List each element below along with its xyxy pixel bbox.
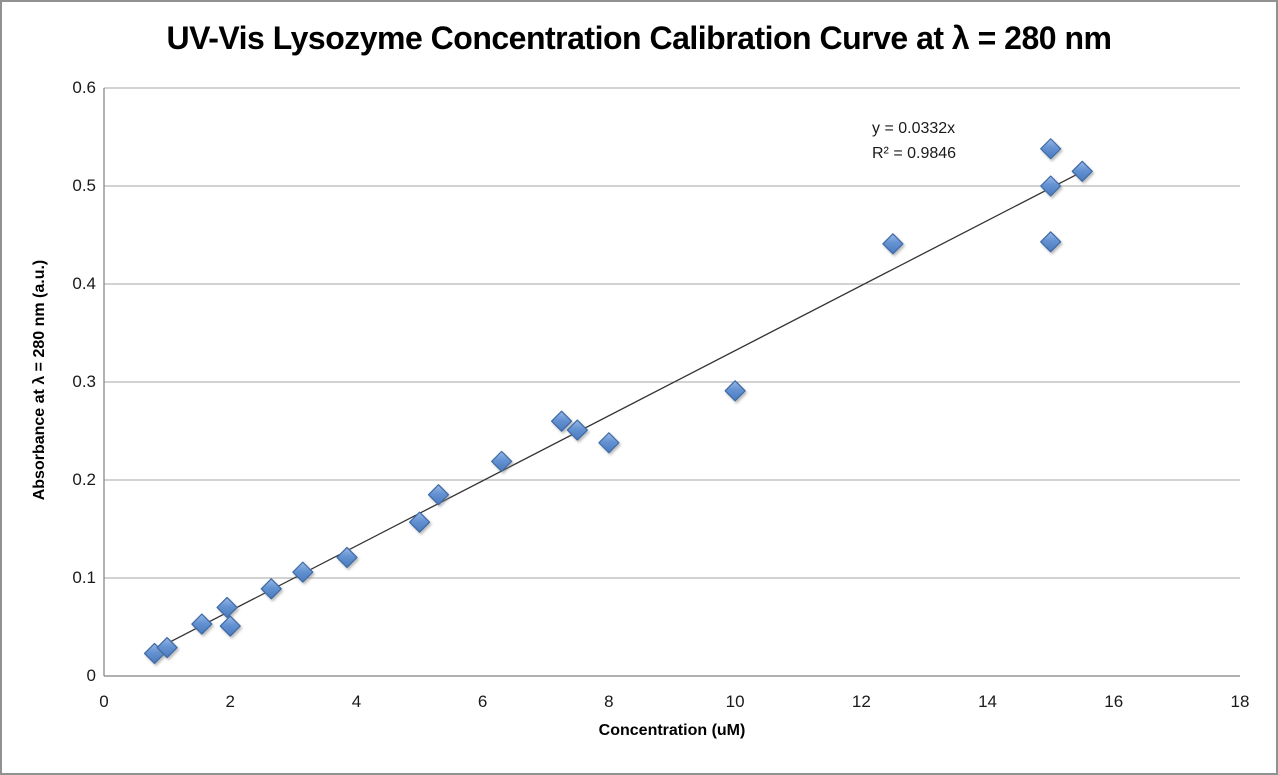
trendline-equation-annotation: y = 0.0332x R² = 0.9846	[872, 116, 956, 166]
y-tick-label: 0.5	[72, 176, 96, 195]
y-tick-label: 0.2	[72, 470, 96, 489]
data-point-marker	[598, 432, 620, 454]
x-tick-label: 18	[1230, 692, 1250, 711]
data-point-marker	[191, 613, 213, 635]
data-point-marker	[292, 561, 314, 583]
data-point-marker	[219, 615, 241, 637]
data-point-marker	[427, 484, 450, 506]
data-point-marker	[1040, 138, 1062, 160]
data-point-marker	[156, 636, 178, 659]
data-point-marker	[260, 578, 282, 600]
x-tick-label: 6	[477, 692, 488, 711]
x-tick-label: 10	[725, 692, 745, 711]
data-point-marker	[1071, 160, 1093, 182]
y-tick-label: 0.1	[72, 568, 96, 587]
y-tick-label: 0.3	[72, 372, 96, 391]
x-tick-label: 8	[604, 692, 614, 711]
chart-title: UV-Vis Lysozyme Concentration Calibratio…	[166, 20, 1112, 56]
x-tick-label: 12	[851, 692, 871, 711]
trendline-r-squared: R² = 0.9846	[872, 145, 957, 162]
data-point-marker	[550, 410, 573, 432]
data-point-marker	[408, 511, 431, 533]
trendline-equation: y = 0.0332x	[872, 120, 956, 137]
x-tick-label: 14	[978, 692, 997, 711]
data-point-marker	[724, 380, 746, 402]
data-point-marker	[566, 419, 588, 441]
data-point-marker	[216, 596, 238, 618]
y-tick-label: 0.6	[72, 78, 96, 97]
y-tick-label: 0.4	[72, 274, 96, 293]
x-tick-label: 4	[351, 692, 362, 711]
x-tick-label: 2	[225, 692, 235, 711]
x-tick-label: 0	[99, 692, 109, 711]
data-point-marker	[882, 233, 904, 255]
y-tick-label: 0	[86, 666, 96, 685]
y-axis-title: Absorbance at λ = 280 nm (a.u.)	[31, 259, 48, 501]
data-point-marker	[491, 450, 513, 472]
x-tick-label: 16	[1104, 692, 1124, 711]
x-axis-title: Concentration (uM)	[598, 722, 746, 739]
data-point-marker	[1040, 231, 1062, 253]
data-point-marker	[1040, 175, 1062, 197]
data-point-marker	[336, 546, 358, 569]
